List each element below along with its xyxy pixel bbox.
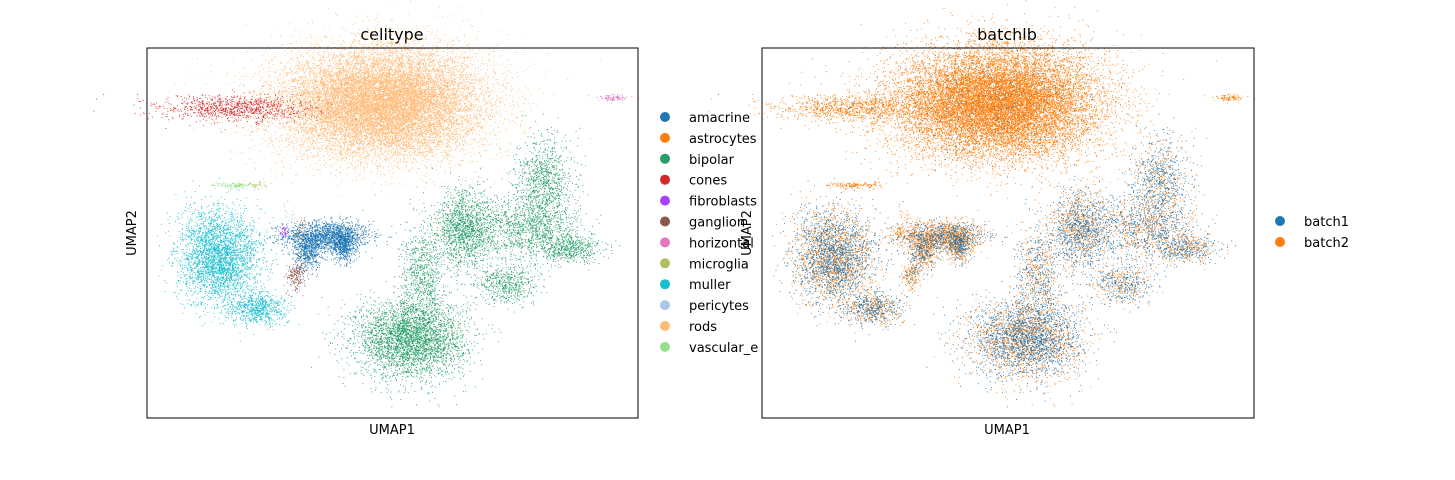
points-ganglion: [283, 253, 308, 297]
celltype-legend-marker-ganglion: [660, 216, 670, 227]
batchlb-legend-marker-batch1: [1275, 216, 1285, 226]
celltype-legend-marker-astrocytes: [660, 132, 670, 143]
celltype-legend-label-amacrine: amacrine: [689, 111, 750, 126]
celltype-legend: amacrine astrocytes bipolar cones fibroblast…: [660, 111, 758, 356]
celltype-legend-label-astrocytes: astrocytes: [689, 132, 757, 147]
batchlb-legend-label-batch2: batch2: [1304, 236, 1349, 251]
points-vascular-endothelium: [211, 180, 261, 191]
celltype-legend-label-pericytes: pericytes: [689, 299, 749, 314]
celltype-legend-label-muller: muller: [689, 278, 731, 293]
celltype-legend-label-fibroblasts: fibroblasts: [689, 195, 757, 210]
points-bipolar: [311, 113, 620, 408]
points-microglia: [248, 178, 272, 191]
celltype-legend-marker-amacrine: [660, 112, 670, 122]
points-muller: [146, 177, 319, 342]
celltype-legend-marker-rods: [660, 321, 670, 331]
celltype-legend-marker-bipolar: [660, 153, 670, 164]
celltype-legend-label-ganglion: ganglion: [689, 216, 745, 231]
batchlb-legend: batch1 batch2: [1275, 215, 1349, 251]
batchlb-legend-label-batch1: batch1: [1304, 215, 1349, 230]
celltype-legend-marker-pericytes: [660, 300, 670, 311]
celltype-legend-label-horizontal: horizontal: [689, 236, 754, 251]
points-batch2: [708, 0, 1256, 407]
points-amacrine: [239, 209, 397, 280]
points-pericytes: [283, 204, 296, 224]
celltype-legend-marker-cones: [660, 174, 670, 185]
celltype-legend-label-cones: cones: [689, 174, 727, 189]
celltype-axes-frame: [146, 47, 639, 419]
celltype-legend-marker-vascular-endothelium: [660, 341, 670, 352]
celltype-legend-marker-horizontal: [660, 237, 670, 248]
celltype-legend-label-bipolar: bipolar: [689, 153, 735, 168]
celltype-x-axis-label: UMAP1: [369, 423, 415, 438]
points-horizontal: [588, 94, 640, 104]
celltype-legend-label-rods: rods: [689, 320, 717, 335]
celltype-legend-label-vascular-endothelium: vascular_e: [689, 341, 758, 356]
celltype-legend-marker-microglia: [660, 258, 670, 269]
celltype-legend-marker-muller: [660, 279, 670, 290]
batchlb-y-axis-label: UMAP2: [740, 210, 755, 256]
points-fibroblasts: [277, 224, 289, 237]
batchlb-legend-marker-batch2: [1275, 237, 1285, 247]
celltype-y-axis-label: UMAP2: [125, 210, 140, 256]
celltype-legend-label-microglia: microglia: [689, 257, 749, 272]
celltype-scatter-points: [93, 0, 640, 408]
celltype-legend-marker-fibroblasts: [660, 195, 670, 206]
points-cones: [93, 86, 357, 133]
batchlb-scatter-points: [708, 0, 1256, 408]
batchlb-x-axis-label: UMAP1: [984, 423, 1030, 438]
panel-celltype: celltype UMAP1 UMAP2 amacrineastrocytesb…: [93, 0, 758, 438]
batchlb-axes-frame: [761, 47, 1255, 419]
